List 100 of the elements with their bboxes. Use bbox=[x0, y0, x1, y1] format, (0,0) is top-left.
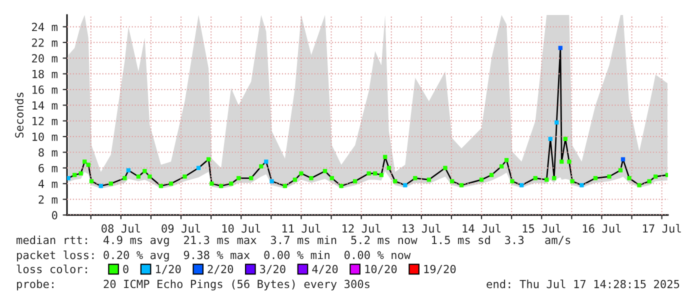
x-tick-label: 09 Jul bbox=[162, 224, 200, 233]
point bbox=[443, 166, 448, 170]
point bbox=[309, 176, 314, 180]
point bbox=[292, 178, 298, 182]
legend-label: 2/20 bbox=[208, 264, 234, 274]
point bbox=[373, 171, 378, 176]
point bbox=[136, 174, 141, 179]
point bbox=[637, 183, 642, 188]
point bbox=[426, 178, 432, 182]
point bbox=[580, 183, 584, 188]
point bbox=[413, 176, 418, 180]
point bbox=[459, 183, 464, 188]
point bbox=[510, 179, 514, 184]
point bbox=[67, 176, 70, 180]
y-tick-label: 14 m bbox=[32, 101, 58, 110]
text: end: Thu Jul 17 14:28:15 2025 bbox=[486, 280, 680, 288]
text: median rtt: 4.9 ms avg 21.3 ms max 3.7 ms min 5.2 ms now 1.5 ms sd 3.3 am/s bbox=[16, 236, 570, 246]
point bbox=[89, 179, 94, 184]
point bbox=[299, 171, 304, 176]
point bbox=[229, 182, 234, 186]
point bbox=[352, 179, 358, 184]
point bbox=[366, 171, 371, 176]
point bbox=[82, 160, 87, 164]
point bbox=[330, 176, 334, 180]
text: packet loss: 0.20 % avg 9.38 % max 0.00 % min 0.00 % now bbox=[17, 250, 411, 262]
point bbox=[393, 179, 398, 184]
point bbox=[383, 154, 388, 160]
x-tick-label: 12 Jul bbox=[342, 224, 380, 233]
legend-label: 19/20 bbox=[424, 264, 456, 274]
point bbox=[339, 184, 344, 188]
point bbox=[126, 168, 131, 172]
point bbox=[554, 120, 559, 125]
point bbox=[78, 171, 83, 176]
point bbox=[479, 178, 484, 182]
point bbox=[98, 184, 103, 188]
text: probe: 20 ICMP Echo Pings (56 Bytes) every 300s bbox=[17, 280, 370, 290]
point bbox=[627, 176, 632, 180]
point bbox=[236, 176, 241, 180]
x-tick-label: 11 Jul bbox=[282, 224, 320, 233]
y-tick-label: 10 m bbox=[32, 132, 58, 141]
point bbox=[386, 166, 391, 170]
legend-label: 1/20 bbox=[156, 264, 181, 274]
point bbox=[72, 172, 77, 178]
point bbox=[379, 172, 384, 178]
point bbox=[618, 168, 623, 172]
point bbox=[520, 183, 524, 188]
point bbox=[560, 160, 564, 164]
point bbox=[489, 172, 494, 178]
y-tick-label: 24 m bbox=[32, 22, 58, 32]
point bbox=[653, 174, 658, 179]
point bbox=[593, 176, 598, 180]
legend-title: loss color: bbox=[16, 264, 87, 274]
y-tick-label: 8 m bbox=[38, 148, 58, 157]
point bbox=[558, 46, 562, 50]
point bbox=[548, 136, 552, 142]
point bbox=[647, 179, 652, 184]
y-tick-label: 4 m bbox=[38, 180, 58, 188]
point bbox=[322, 168, 328, 174]
x-tick-label: 10 Jul bbox=[222, 224, 260, 233]
point bbox=[148, 174, 152, 179]
point bbox=[219, 184, 224, 188]
y-tick-label: 20 m bbox=[32, 54, 58, 63]
y-tick-label: 0 bbox=[52, 211, 58, 220]
y-tick-label: 22 m bbox=[32, 38, 58, 47]
point bbox=[86, 162, 90, 167]
point bbox=[158, 184, 164, 188]
point bbox=[142, 168, 147, 174]
y-tick-label: 6 m bbox=[38, 164, 58, 172]
point bbox=[168, 182, 174, 186]
point bbox=[182, 174, 187, 179]
point bbox=[270, 179, 274, 184]
point bbox=[403, 183, 408, 188]
x-tick-label: 14 Jul bbox=[462, 224, 501, 233]
y-tick-label: 2 m bbox=[38, 195, 58, 204]
legend-label: 4/20 bbox=[312, 264, 338, 274]
point bbox=[282, 184, 288, 188]
point bbox=[450, 179, 454, 184]
y-tick-label: 16 m bbox=[32, 86, 58, 94]
x-tick-label: 08 Jul bbox=[102, 224, 140, 233]
point bbox=[259, 164, 264, 168]
point bbox=[264, 160, 268, 164]
y-tick-label: 18 m bbox=[32, 70, 58, 78]
legend-label: 0 bbox=[123, 264, 128, 274]
x-tick-label: 15 Jul bbox=[522, 224, 561, 233]
point bbox=[122, 176, 127, 180]
y-axis-title: Seconds bbox=[14, 92, 24, 138]
point bbox=[570, 179, 574, 184]
point bbox=[533, 176, 538, 180]
point bbox=[504, 158, 509, 162]
x-tick-label: 17 Jul bbox=[643, 224, 681, 233]
legend-label: 10/20 bbox=[365, 264, 397, 274]
x-tick-label: 13 Jul bbox=[402, 224, 440, 233]
point bbox=[563, 136, 568, 142]
point bbox=[206, 157, 211, 162]
y-tick-label: 12 m bbox=[32, 116, 58, 126]
point bbox=[544, 178, 549, 182]
point bbox=[620, 157, 626, 162]
point bbox=[196, 166, 201, 170]
point bbox=[567, 160, 572, 164]
point bbox=[607, 174, 612, 179]
